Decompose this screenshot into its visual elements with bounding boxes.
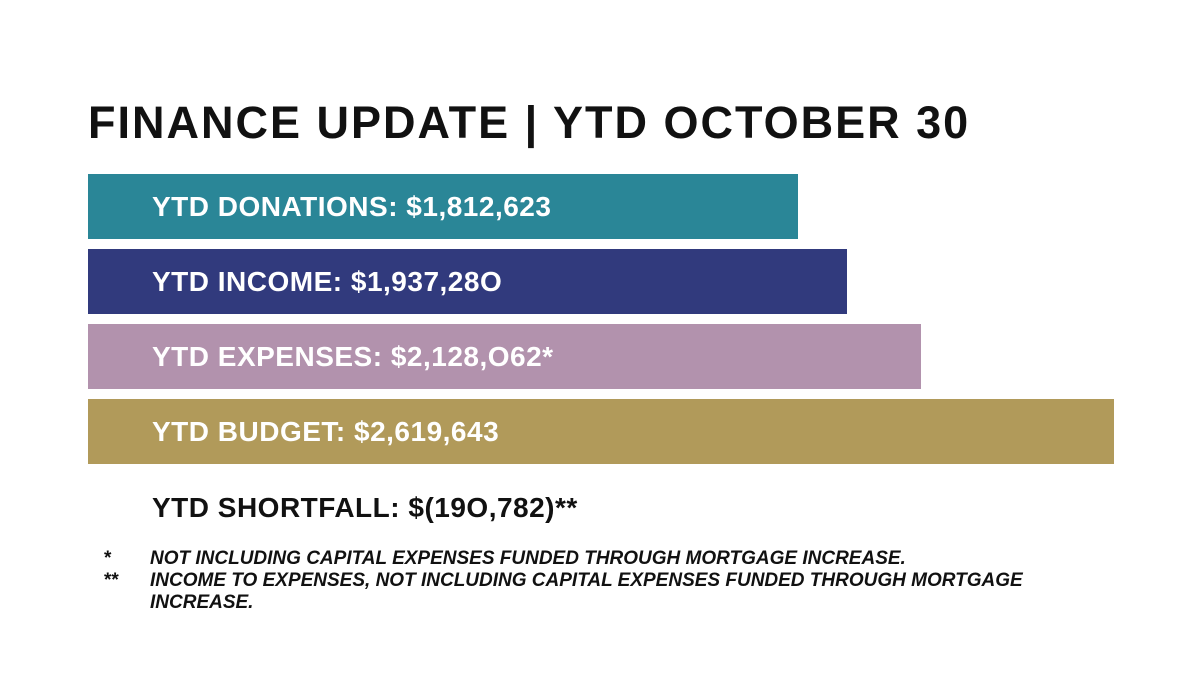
bar-budget: YTD BUDGET: $2,619,643 (88, 399, 1114, 464)
bar-label-expenses: YTD EXPENSES: $2,128,O62* (152, 340, 554, 372)
footnote-1: * NOT INCLUDING CAPITAL EXPENSES FUNDED … (104, 548, 1104, 570)
footnotes: * NOT INCLUDING CAPITAL EXPENSES FUNDED … (104, 548, 1104, 614)
bar-expenses: YTD EXPENSES: $2,128,O62* (88, 324, 921, 389)
footnote-2-mark: ** (104, 569, 119, 591)
footnote-1-text: NOT INCLUDING CAPITAL EXPENSES FUNDED TH… (150, 548, 906, 569)
footnote-2: ** INCOME TO EXPENSES, NOT INCLUDING CAP… (104, 570, 1104, 614)
bar-income: YTD INCOME: $1,937,28O (88, 249, 847, 314)
footnote-2-text: INCOME TO EXPENSES, NOT INCLUDING CAPITA… (150, 569, 1023, 613)
bar-label-income: YTD INCOME: $1,937,28O (152, 265, 503, 297)
page-title: FINANCE UPDATE | YTD OCTOBER 30 (88, 97, 971, 148)
bar-donations: YTD DONATIONS: $1,812,623 (88, 174, 798, 239)
bar-label-donations: YTD DONATIONS: $1,812,623 (152, 190, 552, 222)
footnote-1-mark: * (104, 548, 112, 569)
bar-label-budget: YTD BUDGET: $2,619,643 (152, 415, 500, 447)
shortfall-label: YTD SHORTFALL: $(19O,782)** (152, 492, 578, 523)
bar-chart: YTD DONATIONS: $1,812,623 YTD INCOME: $1,… (88, 174, 1118, 474)
